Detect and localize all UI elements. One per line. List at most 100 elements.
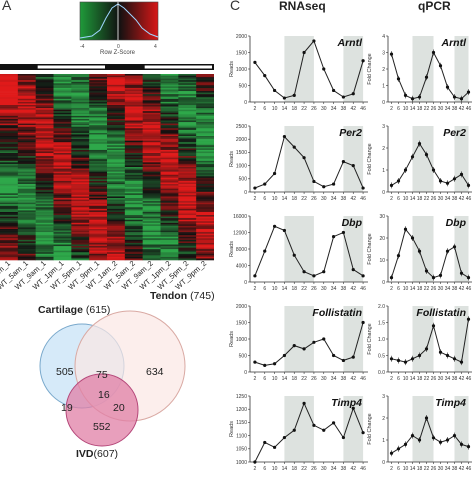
heatmap-cell [0, 97, 19, 100]
color-key-histogram [79, 3, 159, 39]
heatmap-cell [71, 108, 90, 110]
heatmap-cell [0, 112, 19, 115]
heatmap-cell [124, 199, 143, 202]
chart-x-tick-label: 26 [311, 106, 317, 112]
heatmap-cell [178, 253, 197, 256]
heatmap-cell [124, 190, 143, 193]
heatmap-cell [142, 163, 161, 166]
heatmap-cell [178, 131, 197, 134]
heatmap-cell [53, 196, 72, 199]
heatmap-cell [71, 78, 90, 81]
heatmap-cell [107, 74, 126, 76]
heatmap-cell [53, 118, 72, 121]
heatmap-cell [160, 180, 179, 183]
heatmap-cell [178, 213, 197, 216]
heatmap-cell [107, 176, 126, 179]
heatmap-cell [178, 148, 197, 151]
heatmap-cell [160, 250, 179, 253]
heatmap-cell [178, 83, 197, 86]
heatmap-cell [107, 177, 126, 180]
heatmap-cell [196, 177, 215, 180]
heatmap-cell [53, 84, 72, 87]
heatmap-cell [35, 74, 54, 76]
heatmap-cell [178, 247, 197, 250]
heatmap-cell [71, 238, 90, 241]
chart-x-tick-label: 46 [466, 466, 472, 472]
heatmap-cell [107, 244, 126, 247]
heatmap-cell [89, 221, 108, 224]
chart-data-point [312, 274, 316, 278]
heatmap-cell [71, 92, 90, 95]
chart-data-point [282, 96, 287, 100]
heatmap-cell [17, 242, 36, 245]
heatmap-cell [107, 190, 126, 193]
heatmap-cell [178, 103, 197, 106]
chart-y-axis-label: Reads [229, 151, 235, 167]
heatmap-cell [35, 179, 54, 182]
heatmap-cell [17, 143, 36, 146]
chart-data-point [351, 92, 355, 96]
heatmap-cell [124, 246, 143, 248]
heatmap-cell [196, 199, 215, 202]
heatmap-cell [89, 255, 108, 258]
heatmap-cell [160, 137, 179, 140]
heatmap-cell [107, 202, 126, 205]
heatmap: WT_1am_1WT_5am_1WT_9am_1WT_1pm_1WT_5pm_1… [0, 64, 215, 291]
heatmap-cell [142, 204, 161, 207]
heatmap-cell [0, 75, 19, 78]
chart-data-point [396, 179, 401, 183]
chart-data-point [312, 39, 316, 43]
heatmap-cell [71, 103, 90, 106]
heatmap-cell [53, 145, 72, 148]
heatmap-cell [0, 216, 19, 219]
heatmap-cell [89, 125, 108, 127]
heatmap-cell [124, 193, 143, 196]
heatmap-cell [53, 256, 72, 259]
heatmap-cell [107, 81, 126, 84]
heatmap-cell [124, 120, 143, 123]
heatmap-cell [124, 188, 143, 191]
chart-data-point [272, 88, 277, 93]
heatmap-cell [0, 94, 19, 96]
heatmap-cell [142, 162, 161, 165]
heatmap-cell [160, 132, 179, 135]
heatmap-cell [53, 247, 72, 250]
heatmap-cell [142, 81, 161, 84]
heatmap-cell [53, 202, 72, 205]
heatmap-cell [160, 111, 179, 114]
heatmap-cell [124, 185, 143, 188]
heatmap-cell [178, 171, 197, 174]
heatmap-cell [53, 81, 72, 84]
heatmap-cell [124, 83, 143, 86]
heatmap-cell [17, 205, 36, 208]
heatmap-cell [35, 97, 54, 100]
heatmap-cell [178, 199, 197, 202]
heatmap-cell [107, 120, 126, 123]
heatmap-cell [17, 80, 36, 83]
heatmap-cell [196, 201, 215, 203]
chart-y-tick-label: 16000 [233, 214, 247, 220]
heatmap-cell [107, 100, 126, 103]
heatmap-cell [160, 139, 179, 141]
heatmap-cell [35, 242, 54, 245]
heatmap-cell [178, 74, 197, 76]
heatmap-cell [71, 148, 90, 151]
heatmap-cell [178, 190, 197, 193]
heatmap-cell [0, 145, 19, 148]
heatmap-cell [89, 244, 108, 247]
heatmap-cell [107, 148, 126, 151]
heatmap-cell [160, 207, 179, 210]
heatmap-cell [142, 198, 161, 200]
chart-y-tick-label: 1.5 [378, 320, 385, 326]
chart-shaded-region [343, 306, 364, 372]
heatmap-cell [71, 174, 90, 177]
heatmap-cell [107, 75, 126, 78]
heatmap-cell [178, 230, 197, 233]
chart-x-tick-label: 26 [311, 286, 317, 292]
heatmap-cell [17, 193, 36, 196]
heatmap-cell [196, 250, 215, 253]
chart-x-tick-label: 18 [417, 106, 423, 112]
heatmap-cell [178, 173, 197, 176]
heatmap-cell [71, 87, 90, 90]
heatmap-cell [53, 205, 72, 208]
